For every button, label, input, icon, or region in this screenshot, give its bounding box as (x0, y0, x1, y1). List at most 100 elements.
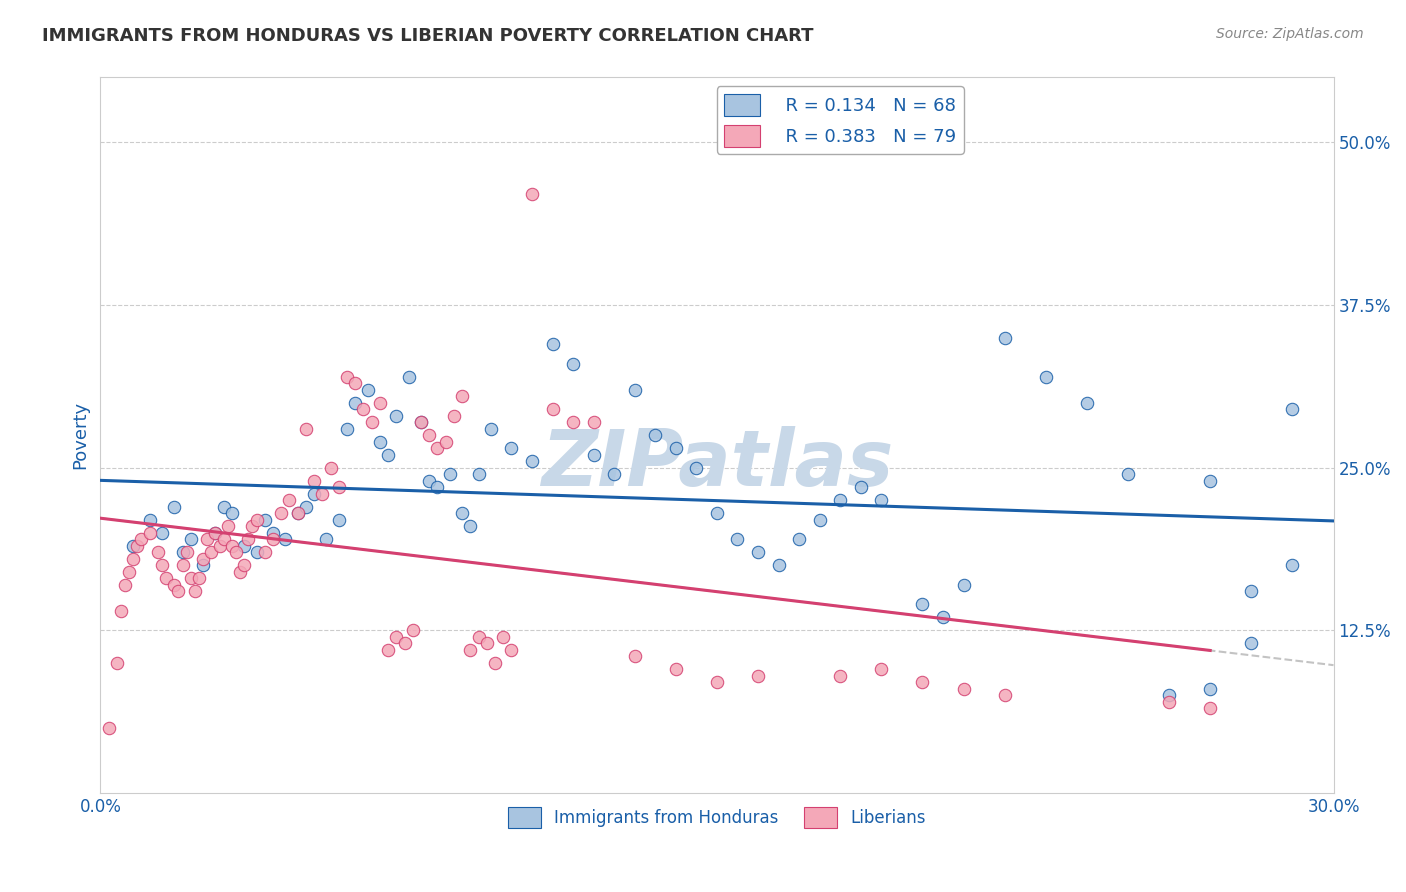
Point (245, 545, 267, 559)
Text: IMMIGRANTS FROM HONDURAS VS LIBERIAN POVERTY CORRELATION CHART: IMMIGRANTS FROM HONDURAS VS LIBERIAN POV… (42, 27, 814, 45)
Point (1035, 369, 1057, 384)
Point (315, 532, 337, 546)
Point (138, 512, 160, 526)
Point (665, 441, 688, 455)
Point (475, 636, 498, 650)
Point (188, 571, 211, 585)
Point (122, 539, 145, 553)
Point (870, 493, 893, 508)
Point (787, 532, 810, 546)
Point (328, 512, 350, 526)
Point (191, 558, 214, 573)
Point (122, 551, 145, 566)
Point (278, 493, 301, 508)
Point (191, 551, 214, 566)
Point (1240, 584, 1263, 599)
Point (245, 512, 267, 526)
Point (253, 545, 276, 559)
Y-axis label: Poverty: Poverty (72, 401, 89, 469)
Point (146, 545, 169, 559)
Point (105, 656, 128, 670)
Point (398, 369, 420, 384)
Point (1199, 681, 1222, 696)
Point (253, 512, 276, 526)
Point (114, 577, 136, 591)
Point (163, 577, 186, 591)
Point (180, 532, 202, 546)
Point (520, 454, 543, 468)
Point (541, 337, 564, 351)
Point (911, 597, 934, 611)
Point (1281, 402, 1303, 417)
Point (484, 656, 506, 670)
Point (418, 474, 440, 488)
Point (434, 434, 457, 449)
Point (287, 506, 309, 520)
Point (1159, 688, 1181, 702)
Point (501, 441, 523, 455)
Point (176, 545, 198, 559)
Point (328, 480, 350, 494)
Point (994, 330, 1017, 344)
Point (270, 506, 292, 520)
Point (262, 532, 284, 546)
Point (409, 415, 432, 429)
Point (242, 519, 264, 533)
Point (295, 500, 318, 514)
Point (172, 545, 194, 559)
Point (287, 506, 309, 520)
Point (458, 642, 481, 657)
Point (644, 428, 666, 442)
Point (110, 604, 132, 618)
Point (344, 376, 367, 390)
Point (665, 662, 688, 676)
Point (727, 532, 749, 546)
Point (1199, 474, 1222, 488)
Point (233, 558, 256, 573)
Text: Source: ZipAtlas.com: Source: ZipAtlas.com (1216, 27, 1364, 41)
Legend: Immigrants from Honduras, Liberians: Immigrants from Honduras, Liberians (501, 801, 932, 834)
Point (451, 389, 474, 403)
Point (352, 402, 374, 417)
Point (319, 460, 342, 475)
Point (385, 630, 408, 644)
Point (623, 649, 645, 664)
Point (212, 532, 235, 546)
Point (344, 395, 367, 409)
Point (426, 441, 449, 455)
Point (195, 532, 218, 546)
Point (747, 668, 769, 682)
Point (200, 545, 222, 559)
Point (808, 512, 831, 526)
Point (849, 480, 872, 494)
Point (994, 688, 1017, 702)
Point (409, 415, 432, 429)
Point (768, 558, 790, 573)
Point (479, 421, 502, 435)
Point (229, 565, 252, 579)
Point (830, 668, 852, 682)
Point (603, 467, 626, 481)
Point (150, 558, 173, 573)
Point (952, 577, 974, 591)
Point (155, 571, 177, 585)
Point (172, 558, 194, 573)
Point (582, 415, 605, 429)
Point (377, 642, 399, 657)
Text: ZIPatlas: ZIPatlas (541, 425, 893, 501)
Point (1240, 636, 1263, 650)
Point (360, 415, 382, 429)
Point (706, 675, 728, 690)
Point (394, 636, 416, 650)
Point (150, 525, 173, 540)
Point (562, 415, 585, 429)
Point (368, 395, 391, 409)
Point (131, 532, 153, 546)
Point (932, 610, 955, 624)
Point (356, 383, 378, 397)
Point (311, 486, 333, 500)
Point (1116, 467, 1139, 481)
Point (911, 675, 934, 690)
Point (443, 409, 465, 423)
Point (295, 421, 318, 435)
